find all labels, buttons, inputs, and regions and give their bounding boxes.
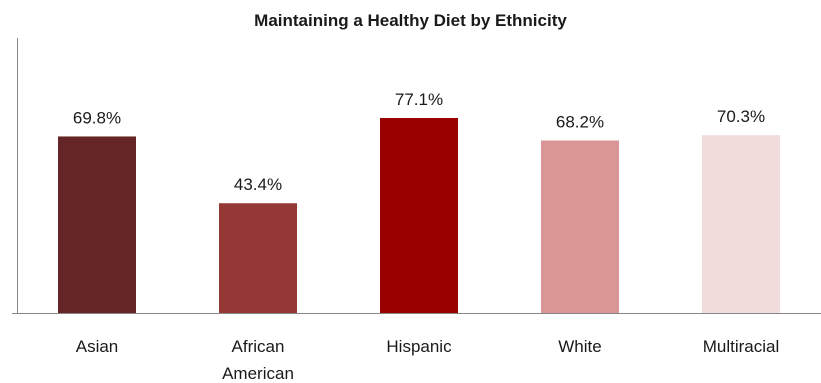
data-label-4: 70.3% (717, 107, 765, 126)
category-label-2-0: Hispanic (386, 337, 452, 356)
bar-3 (541, 140, 619, 313)
category-label-0-0: Asian (76, 337, 119, 356)
category-label-4-0: Multiracial (703, 337, 780, 356)
category-label-3-0: White (558, 337, 601, 356)
chart-title: Maintaining a Healthy Diet by Ethnicity (254, 11, 567, 30)
bar-1 (219, 203, 297, 313)
data-label-1: 43.4% (234, 175, 282, 194)
category-label-1-0: African (232, 337, 285, 356)
data-label-3: 68.2% (556, 113, 604, 132)
bar-4 (702, 135, 780, 313)
data-labels: 69.8% 43.4% 77.1% 68.2% 70.3% (73, 90, 765, 194)
category-labels: Asian African American Hispanic White Multira… (76, 337, 780, 383)
data-label-0: 69.8% (73, 108, 121, 127)
bars (58, 117, 780, 313)
data-label-2: 77.1% (395, 90, 443, 109)
category-label-1-1: American (222, 364, 294, 383)
bar-2 (380, 117, 458, 313)
bar-0 (58, 136, 136, 313)
axes (12, 38, 821, 314)
